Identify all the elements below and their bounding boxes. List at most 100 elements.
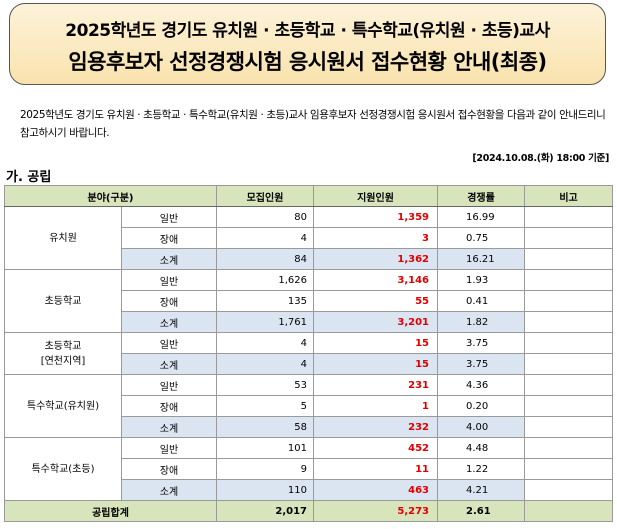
category-name: 특수학교(초등) (31, 463, 95, 475)
applicants-cell: 1,362 (313, 248, 439, 270)
total-note (524, 500, 614, 522)
note-cell (524, 374, 614, 396)
note-cell (524, 269, 614, 291)
ratio-cell: 3.75 (437, 332, 526, 354)
application-status-table: 분야(구분) 모집인원 지원인원 경쟁률 비고 유치원 일반 80 1,359 16.9… (3, 185, 614, 522)
intro-paragraph: 2025학년도 경기도 유치원 · 초등학교 · 특수학교(유치원 · 초등)교… (20, 109, 606, 139)
quota-cell: 4 (216, 332, 315, 354)
note-cell (524, 248, 614, 270)
category-name: 초등학교 (44, 340, 82, 352)
applicants-cell: 15 (313, 332, 439, 354)
ratio-cell: 4.00 (437, 416, 526, 438)
ratio-cell: 1.22 (437, 458, 526, 480)
ratio-cell: 16.21 (437, 248, 526, 270)
category-name: 초등학교 (44, 295, 82, 307)
table-row: 소계 84 1,362 16.21 (5, 248, 614, 270)
ratio-cell: 4.21 (437, 479, 526, 501)
ratio-cell: 3.75 (437, 353, 526, 375)
quota-cell: 9 (216, 458, 315, 480)
ratio-cell: 4.48 (437, 437, 526, 459)
note-cell (524, 353, 614, 375)
applicants-cell: 463 (313, 479, 439, 501)
applicants-cell: 3,146 (313, 269, 439, 291)
subcategory-cell: 장애 (120, 458, 218, 480)
note-cell (524, 416, 614, 438)
quota-cell: 1,761 (216, 311, 315, 333)
table-row: 장애 5 1 0.20 (5, 395, 614, 417)
ratio-cell: 1.93 (437, 269, 526, 291)
quota-cell: 4 (216, 227, 315, 249)
note-cell (524, 227, 614, 249)
ratio-cell: 0.75 (437, 227, 526, 249)
ratio-cell: 1.82 (437, 311, 526, 333)
note-cell (524, 395, 614, 417)
table-row: 특수학교(초등) 일반 101 452 4.48 (4, 437, 614, 501)
applicants-cell: 3 (313, 227, 439, 249)
subcategory-cell: 소계 (120, 353, 218, 375)
category-cell: 특수학교(초등) (4, 437, 122, 501)
quota-cell: 135 (216, 290, 315, 312)
quota-cell: 58 (216, 416, 315, 438)
quota-cell: 110 (216, 479, 315, 501)
ratio-cell: 16.99 (437, 206, 526, 228)
header-quota: 모집인원 (216, 185, 315, 207)
table-row: 소계 58 232 4.00 (5, 416, 614, 438)
table-row: 장애 4 3 0.75 (5, 227, 614, 249)
subcategory-cell: 일반 (120, 269, 218, 291)
applicants-cell: 55 (313, 290, 439, 312)
subcategory-cell: 일반 (120, 206, 218, 228)
quota-cell: 84 (216, 248, 315, 270)
category-name: 특수학교(유치원) (26, 400, 100, 412)
total-quota: 2,017 (216, 500, 315, 522)
table-row: 소계 1,761 3,201 1.82 (5, 311, 614, 333)
subcategory-cell: 소계 (120, 479, 218, 501)
applicants-cell: 452 (313, 437, 439, 459)
banner-title-line2: 임용후보자 선정경쟁시험 응시원서 접수현황 안내(최종) (68, 50, 547, 74)
subcategory-cell: 장애 (120, 290, 218, 312)
table-row: 유치원 일반 80 1,359 16.99 (4, 206, 614, 270)
applicants-cell: 231 (313, 374, 439, 396)
note-cell (524, 458, 614, 480)
quota-cell: 1,626 (216, 269, 315, 291)
subcategory-cell: 장애 (120, 395, 218, 417)
category-cell: 초등학교 [연천지역] (4, 332, 122, 375)
table-row: 소계 4 15 3.75 (5, 353, 614, 375)
total-row: 공립합계 2,017 5,273 2.61 (3, 500, 614, 522)
ratio-cell: 4.36 (437, 374, 526, 396)
category-region: [연천지역] (40, 355, 86, 367)
applicants-cell: 1,359 (313, 206, 439, 228)
subcategory-cell: 소계 (120, 248, 218, 270)
quota-cell: 53 (216, 374, 315, 396)
note-cell (524, 206, 614, 228)
subcategory-cell: 일반 (120, 374, 218, 396)
header-applicants: 지원인원 (313, 185, 439, 207)
reference-timestamp: [2024.10.08.(화) 18:00 기준] (472, 153, 609, 164)
subcategory-cell: 소계 (120, 311, 218, 333)
banner-title-line1: 2025학년도 경기도 유치원 · 초등학교 · 특수학교(유치원 · 초등)교… (65, 21, 550, 41)
quota-cell: 101 (216, 437, 315, 459)
quota-cell: 80 (216, 206, 315, 228)
subcategory-cell: 일반 (120, 332, 218, 354)
note-cell (524, 290, 614, 312)
table-row: 소계 110 463 4.21 (5, 479, 614, 501)
note-cell (524, 332, 614, 354)
title-banner: 2025학년도 경기도 유치원 · 초등학교 · 특수학교(유치원 · 초등)교… (9, 3, 606, 85)
category-cell: 유치원 (4, 206, 122, 270)
total-applicants: 5,273 (313, 500, 439, 522)
category-cell: 초등학교 (4, 269, 122, 333)
subcategory-cell: 일반 (120, 437, 218, 459)
ratio-cell: 0.41 (437, 290, 526, 312)
quota-cell: 5 (216, 395, 315, 417)
table-row: 특수학교(유치원) 일반 53 231 4.36 (4, 374, 614, 438)
note-cell (524, 479, 614, 501)
note-cell (524, 311, 614, 333)
applicants-cell: 15 (313, 353, 439, 375)
applicants-cell: 3,201 (313, 311, 439, 333)
category-cell: 특수학교(유치원) (4, 374, 122, 438)
ratio-cell: 0.20 (437, 395, 526, 417)
total-ratio: 2.61 (437, 500, 526, 522)
applicants-cell: 1 (313, 395, 439, 417)
header-ratio: 경쟁률 (437, 185, 526, 207)
header-category: 분야(구분) (3, 185, 218, 207)
applicants-cell: 232 (313, 416, 439, 438)
